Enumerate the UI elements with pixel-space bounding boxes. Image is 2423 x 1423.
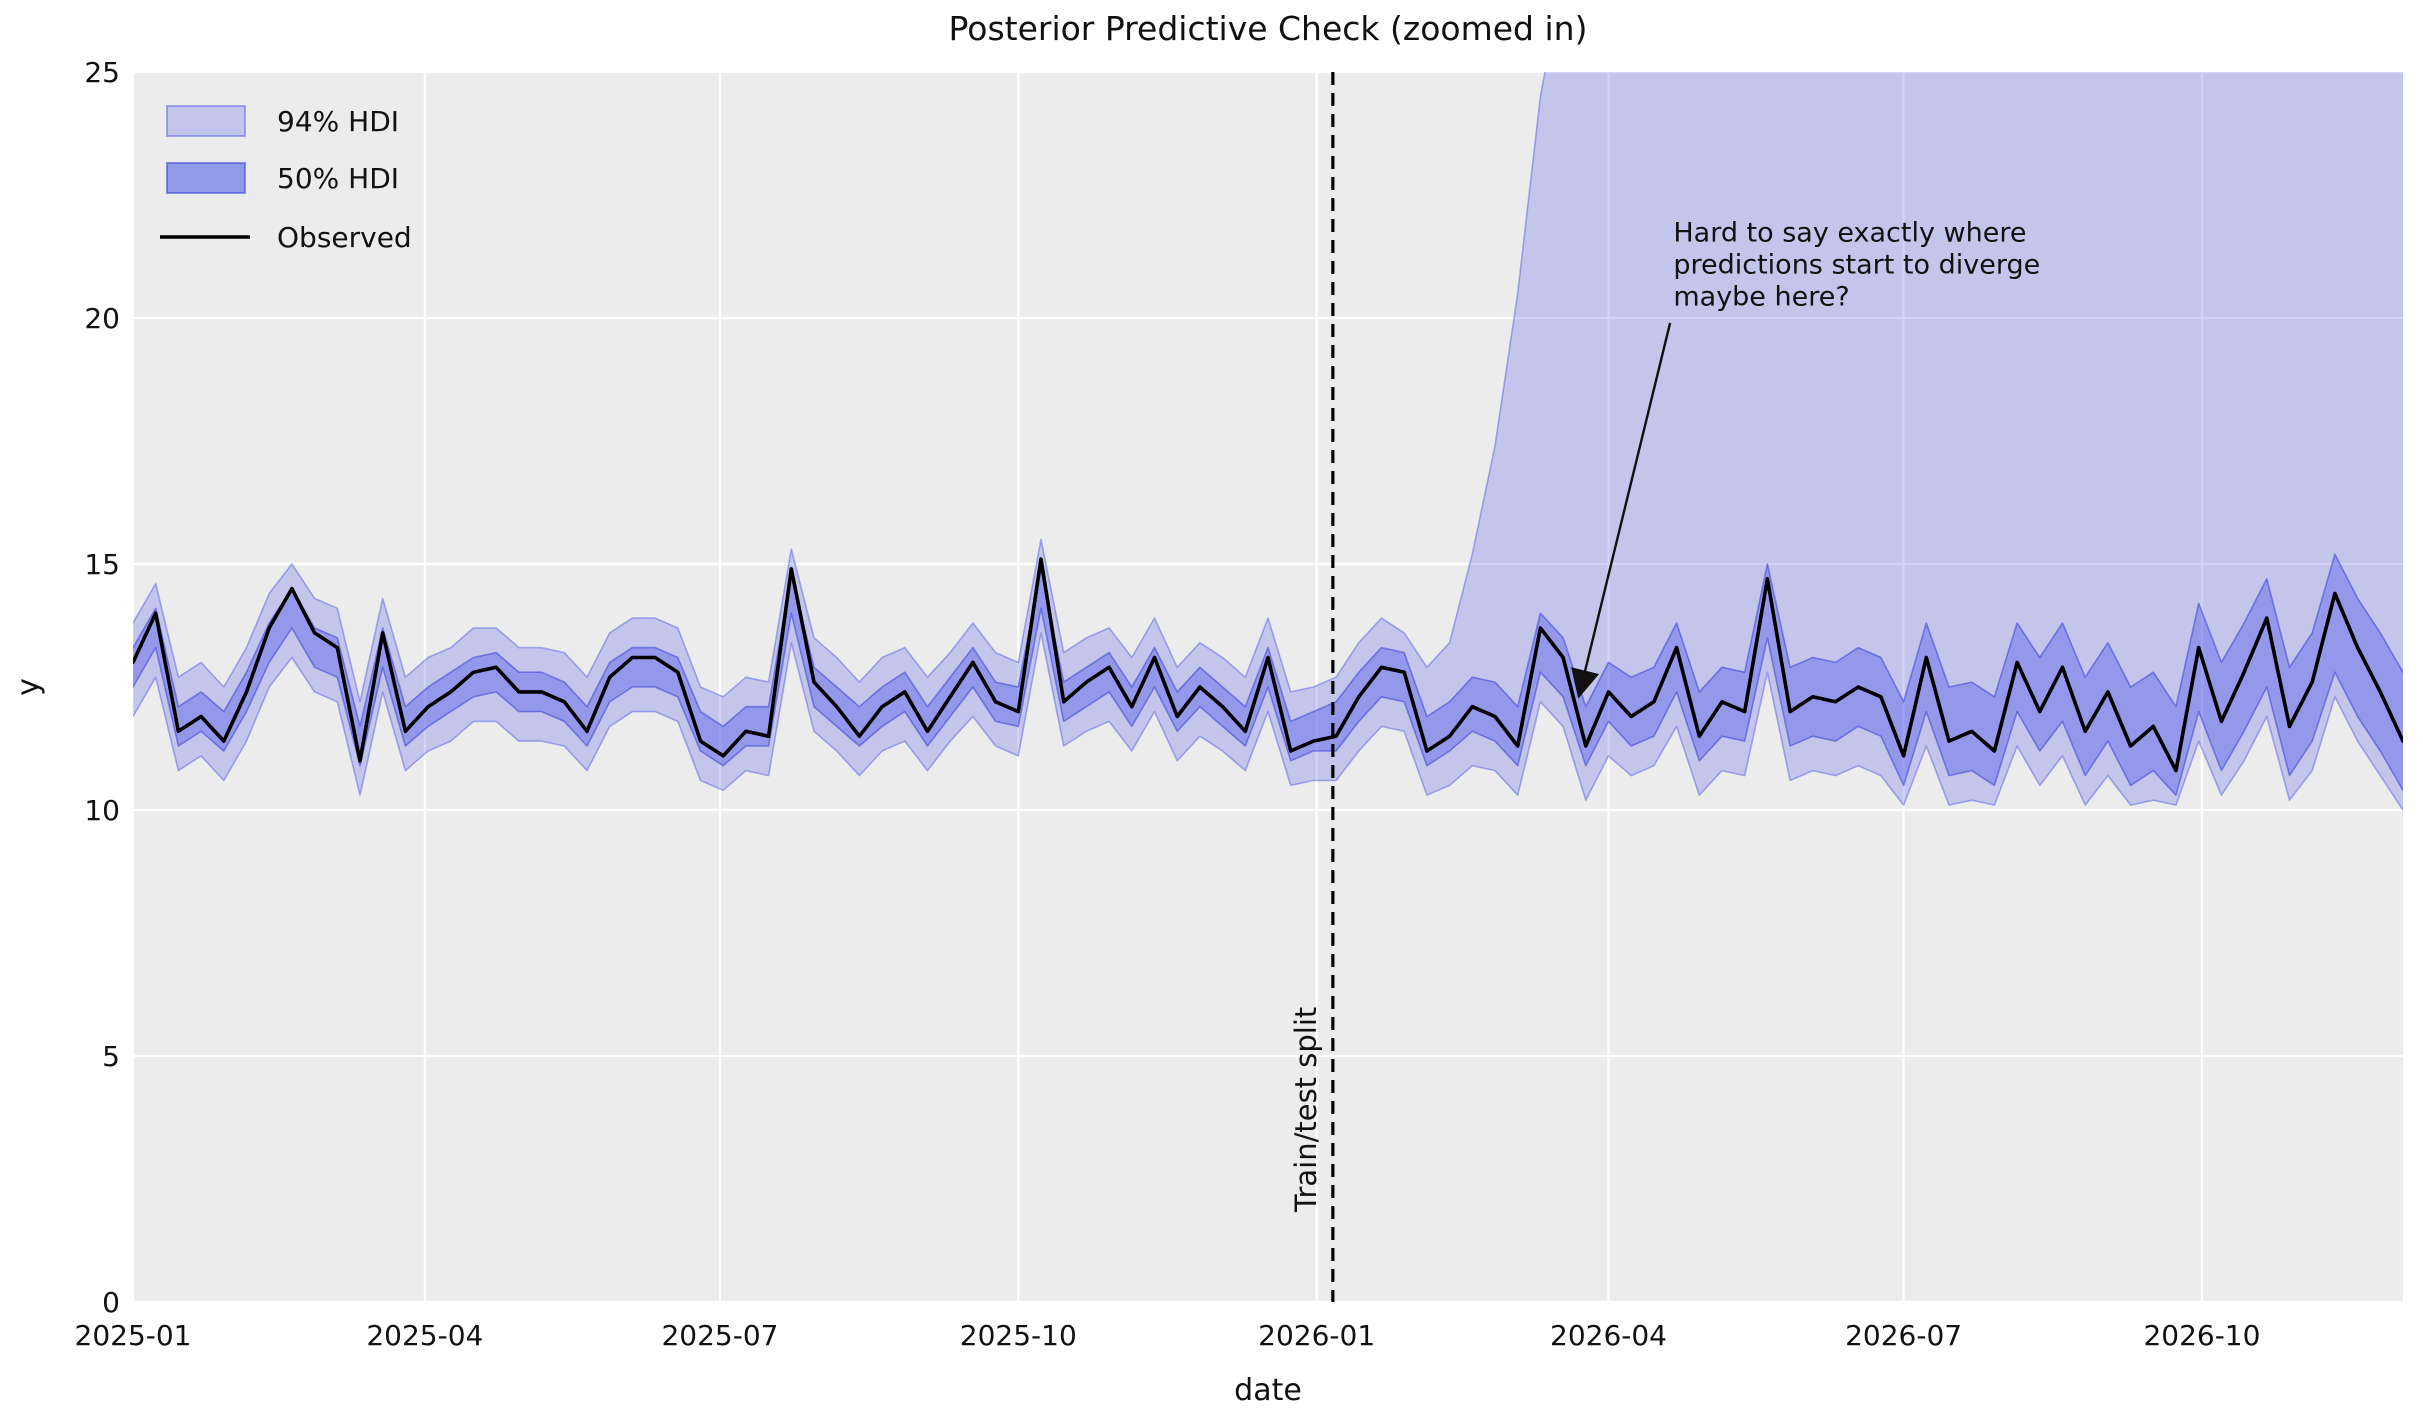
y-tick-label: 5	[102, 1040, 120, 1073]
hdi-94-upper-edge	[133, 72, 1546, 703]
hdi-50-fill	[133, 554, 2403, 796]
gridlines	[131, 70, 2403, 1304]
observed-line	[133, 557, 2403, 773]
annotation-line-1: Hard to say exactly where	[1673, 218, 2026, 249]
hdi-50-upper-edge	[133, 553, 2403, 728]
x-tick-label: 2026-07	[1845, 1319, 1962, 1352]
x-tick-label: 2025-01	[75, 1319, 192, 1352]
x-tick-label: 2026-01	[1258, 1319, 1375, 1352]
y-axis-label: y	[11, 678, 46, 696]
legend: 94% HDI 50% HDI Observed	[160, 105, 412, 254]
annotation-arrow	[1571, 322, 1672, 699]
hdi-50-band	[133, 553, 2403, 797]
y-tick-labels: 0 5 10 15 20 25	[84, 56, 120, 1319]
y-tick-label: 15	[84, 548, 120, 581]
y-tick-label: 10	[84, 794, 120, 827]
x-tick-label: 2025-04	[366, 1319, 483, 1352]
split-label: Train/test split	[1289, 1007, 1323, 1213]
y-tick-label: 0	[102, 1286, 120, 1319]
y-tick-label: 20	[84, 302, 120, 335]
annotation: Hard to say exactly where predictions st…	[1571, 218, 2040, 699]
legend-label-50-hdi: 50% HDI	[277, 162, 399, 195]
legend-swatch-94-hdi	[166, 105, 246, 137]
x-tick-labels: 2025-01 2025-04 2025-07 2025-10 2026-01 2026-…	[75, 1319, 2261, 1352]
hdi-50-lower-edge	[133, 607, 2403, 797]
x-tick-label: 2025-07	[661, 1319, 778, 1352]
x-tick-label: 2025-10	[960, 1319, 1077, 1352]
hdi-94-lower-edge	[133, 632, 2403, 811]
chart-title: Posterior Predictive Check (zoomed in)	[949, 9, 1588, 48]
x-tick-label: 2026-04	[1550, 1319, 1667, 1352]
y-tick-label: 25	[84, 56, 120, 89]
x-tick-label: 2026-10	[2143, 1319, 2260, 1352]
legend-label-94-hdi: 94% HDI	[277, 105, 399, 138]
x-axis-label: date	[1234, 1373, 1302, 1408]
legend-swatch-50-hdi	[166, 162, 246, 194]
annotation-line-3: maybe here?	[1673, 282, 1849, 313]
hdi-94-fill	[133, 72, 2403, 810]
hdi-94-band	[133, 72, 2403, 811]
observed-polyline	[133, 557, 2403, 773]
legend-label-observed: Observed	[277, 221, 412, 254]
annotation-line-2: predictions start to diverge	[1673, 250, 2040, 281]
